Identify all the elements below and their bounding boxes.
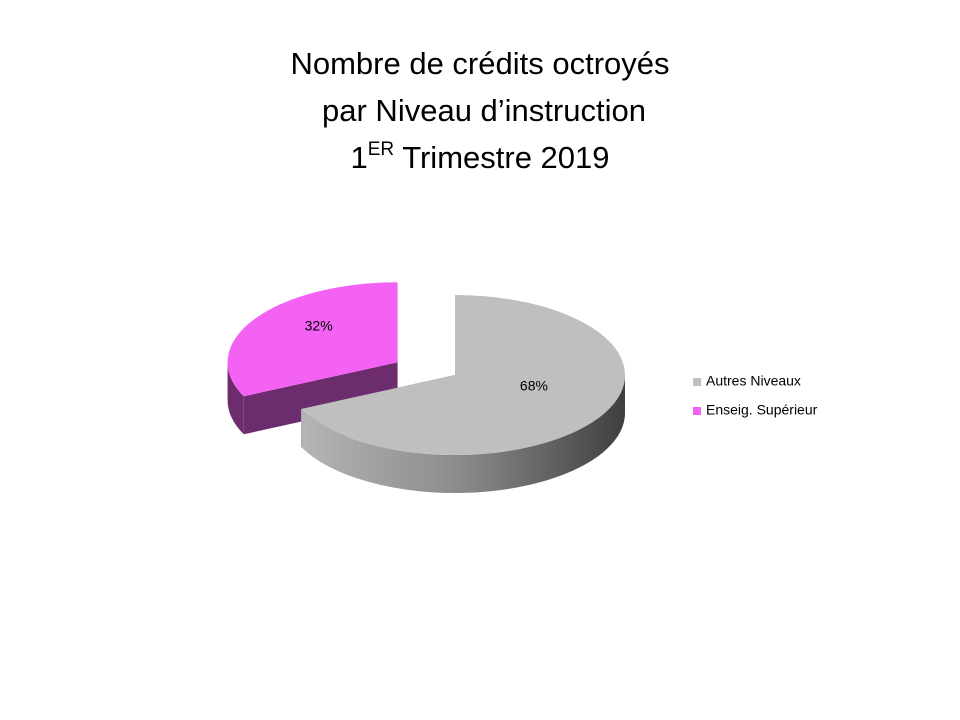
slice [301,295,626,455]
title-part: 1 [350,140,367,175]
legend-label: Enseig. Supérieur [706,402,818,418]
data-label: 68% [520,377,548,393]
chart-title: 1ER Trimestre 2019 [350,139,609,175]
chart-title: Nombre de crédits octroyés [290,46,669,81]
slice-wall [227,362,244,435]
legend-label: Autres Niveaux [706,373,801,389]
chart-title: par Niveau d’instruction [322,93,646,128]
data-label: 32% [305,317,333,333]
legend-swatch [693,407,701,415]
legend-swatch [693,378,701,386]
slice-wall [301,375,625,493]
slice [227,282,398,397]
slice-side [243,362,398,435]
title-part: Trimestre 2019 [394,140,609,175]
title-superscript: ER [368,139,394,160]
